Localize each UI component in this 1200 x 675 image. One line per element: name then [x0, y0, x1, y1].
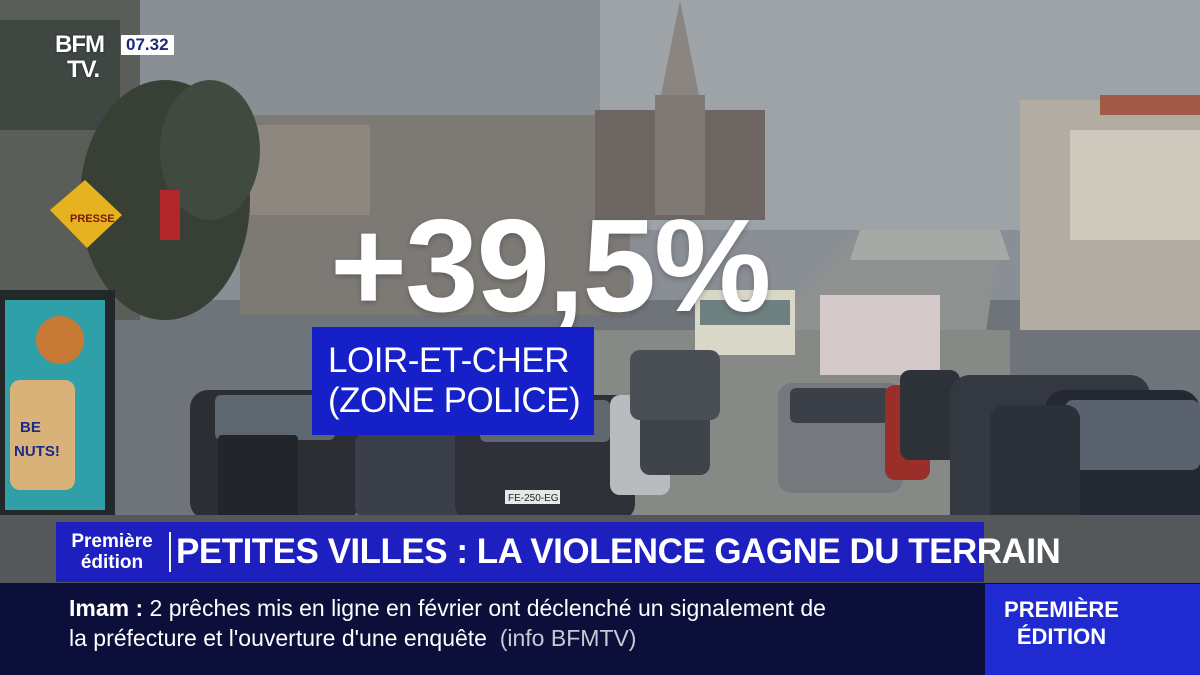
- presse-sign-text: PRESSE: [70, 213, 115, 225]
- stat-value: +39,5%: [330, 192, 771, 339]
- program-badge-line2: ÉDITION: [1016, 624, 1107, 649]
- program-label-line2: édition: [80, 552, 144, 573]
- ticker-keyword: Imam: [69, 595, 130, 621]
- program-label-line1: Première: [71, 531, 153, 552]
- program-badge-line1: PREMIÈRE: [1004, 597, 1119, 622]
- stat-location-box: LOIR-ET-CHER (ZONE POLICE): [312, 327, 594, 435]
- logo-text-line1: BFM: [55, 31, 105, 58]
- banner-divider: [169, 532, 171, 572]
- stat-location-line2: (ZONE POLICE): [328, 381, 581, 420]
- logo-text-line2: TV.: [67, 56, 100, 83]
- clock-time: 07.32: [121, 35, 174, 55]
- program-label: Première édition: [56, 522, 168, 582]
- poster-text-line1: BE: [20, 419, 41, 436]
- ticker-line2: la préfecture et l'ouverture d'une enquê…: [69, 625, 487, 651]
- ticker-separator: :: [129, 595, 150, 621]
- poster-text-line2: NUTS!: [14, 443, 60, 460]
- program-badge: PREMIÈRE ÉDITION: [985, 584, 1200, 675]
- ticker-line1: 2 prêches mis en ligne en février ont dé…: [149, 595, 826, 621]
- ticker-source: (info BFMTV): [499, 625, 637, 651]
- bfmtv-logo: BFM TV.: [55, 32, 117, 86]
- ticker-text: Imam : 2 prêches mis en ligne en février…: [69, 593, 974, 653]
- stat-location-line1: LOIR-ET-CHER: [328, 341, 569, 380]
- license-plate: FE-250-EG: [508, 493, 559, 504]
- headline-banner: Première édition PETITES VILLES : LA VIO…: [56, 522, 1061, 582]
- headline-text: PETITES VILLES : LA VIOLENCE GAGNE DU TE…: [176, 532, 1061, 571]
